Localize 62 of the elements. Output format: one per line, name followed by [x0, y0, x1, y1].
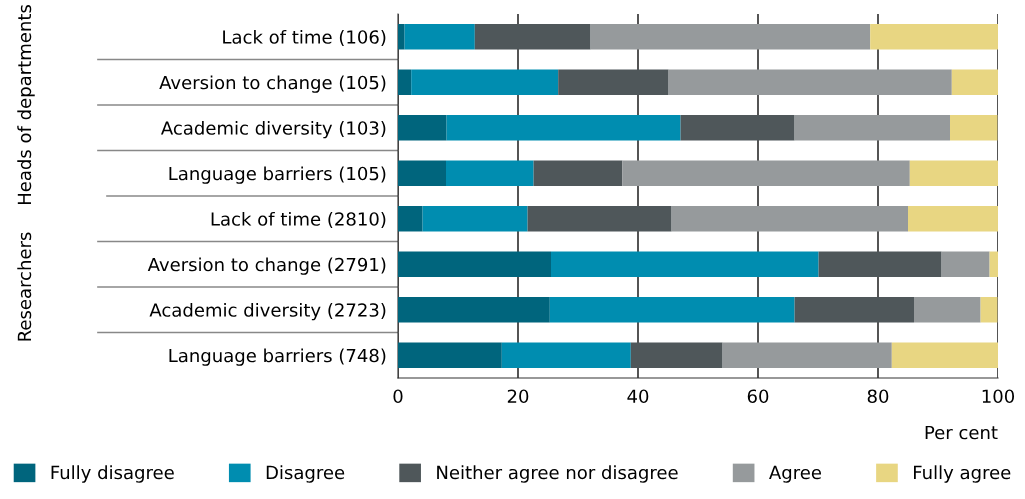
- bar: [533, 160, 623, 186]
- bar: [446, 115, 681, 141]
- bar: [630, 342, 723, 368]
- bar: [951, 69, 998, 95]
- bar: [668, 69, 952, 95]
- y-tick-label: Language barriers (105): [169, 166, 386, 184]
- bar: [404, 24, 475, 50]
- bar: [527, 206, 672, 232]
- bar: [680, 115, 795, 141]
- bar: [398, 115, 447, 141]
- bar: [950, 115, 998, 141]
- bar: [891, 342, 998, 368]
- bar: [909, 160, 998, 186]
- bar: [914, 297, 981, 323]
- bar: [398, 69, 412, 95]
- legend-label: Agree: [769, 465, 821, 483]
- x-axis-title: Per cent: [925, 425, 998, 440]
- bar: [794, 115, 950, 141]
- text: Heads of departments: [17, 5, 35, 205]
- bar: [980, 297, 998, 323]
- y-tick-label: Lack of time (106): [223, 29, 386, 46]
- y-tick-label: Aversion to change (105): [159, 75, 386, 93]
- y-tick-label: Aversion to change (2791): [147, 257, 386, 275]
- bar: [941, 251, 990, 277]
- bar: [398, 160, 446, 186]
- y-tick-label: Academic diversity (2723): [149, 302, 386, 321]
- bar: [558, 69, 669, 95]
- bar: [671, 206, 908, 232]
- bar: [398, 24, 405, 50]
- x-tick-label: 0: [393, 389, 403, 404]
- x-tick-label: 40: [627, 389, 649, 404]
- bar: [398, 251, 551, 277]
- bar: [908, 206, 998, 232]
- bar: [474, 24, 591, 50]
- y-tick-label: Lack of time (2810): [211, 211, 386, 228]
- legend-label: Fully disagree: [51, 465, 174, 483]
- y-tick-label: Language barriers (748): [169, 348, 386, 366]
- bar: [411, 69, 559, 95]
- bar: [398, 206, 423, 232]
- bar: [446, 160, 534, 186]
- x-tick-label: 100: [982, 389, 1015, 404]
- bar: [398, 297, 550, 323]
- bar: [622, 160, 910, 186]
- bar: [501, 342, 631, 368]
- bar: [398, 342, 502, 368]
- bar: [818, 251, 942, 277]
- x-tick-label: 80: [867, 389, 889, 404]
- x-tick-label: 20: [507, 389, 529, 404]
- legend-label: Disagree: [266, 465, 345, 483]
- legend-label: Fully agree: [914, 465, 1011, 483]
- bar: [989, 251, 998, 277]
- bar: [551, 251, 819, 277]
- bar: [794, 297, 914, 323]
- bar: [722, 342, 892, 368]
- bar: [870, 24, 998, 50]
- bar: [422, 206, 528, 232]
- text: Researchers: [17, 232, 32, 341]
- x-tick-label: 60: [747, 389, 769, 404]
- bar: [590, 24, 871, 50]
- legend-label: Neither agree nor disagree: [437, 465, 678, 483]
- bar: [549, 297, 795, 323]
- y-tick-label: Academic diversity (103): [160, 120, 386, 139]
